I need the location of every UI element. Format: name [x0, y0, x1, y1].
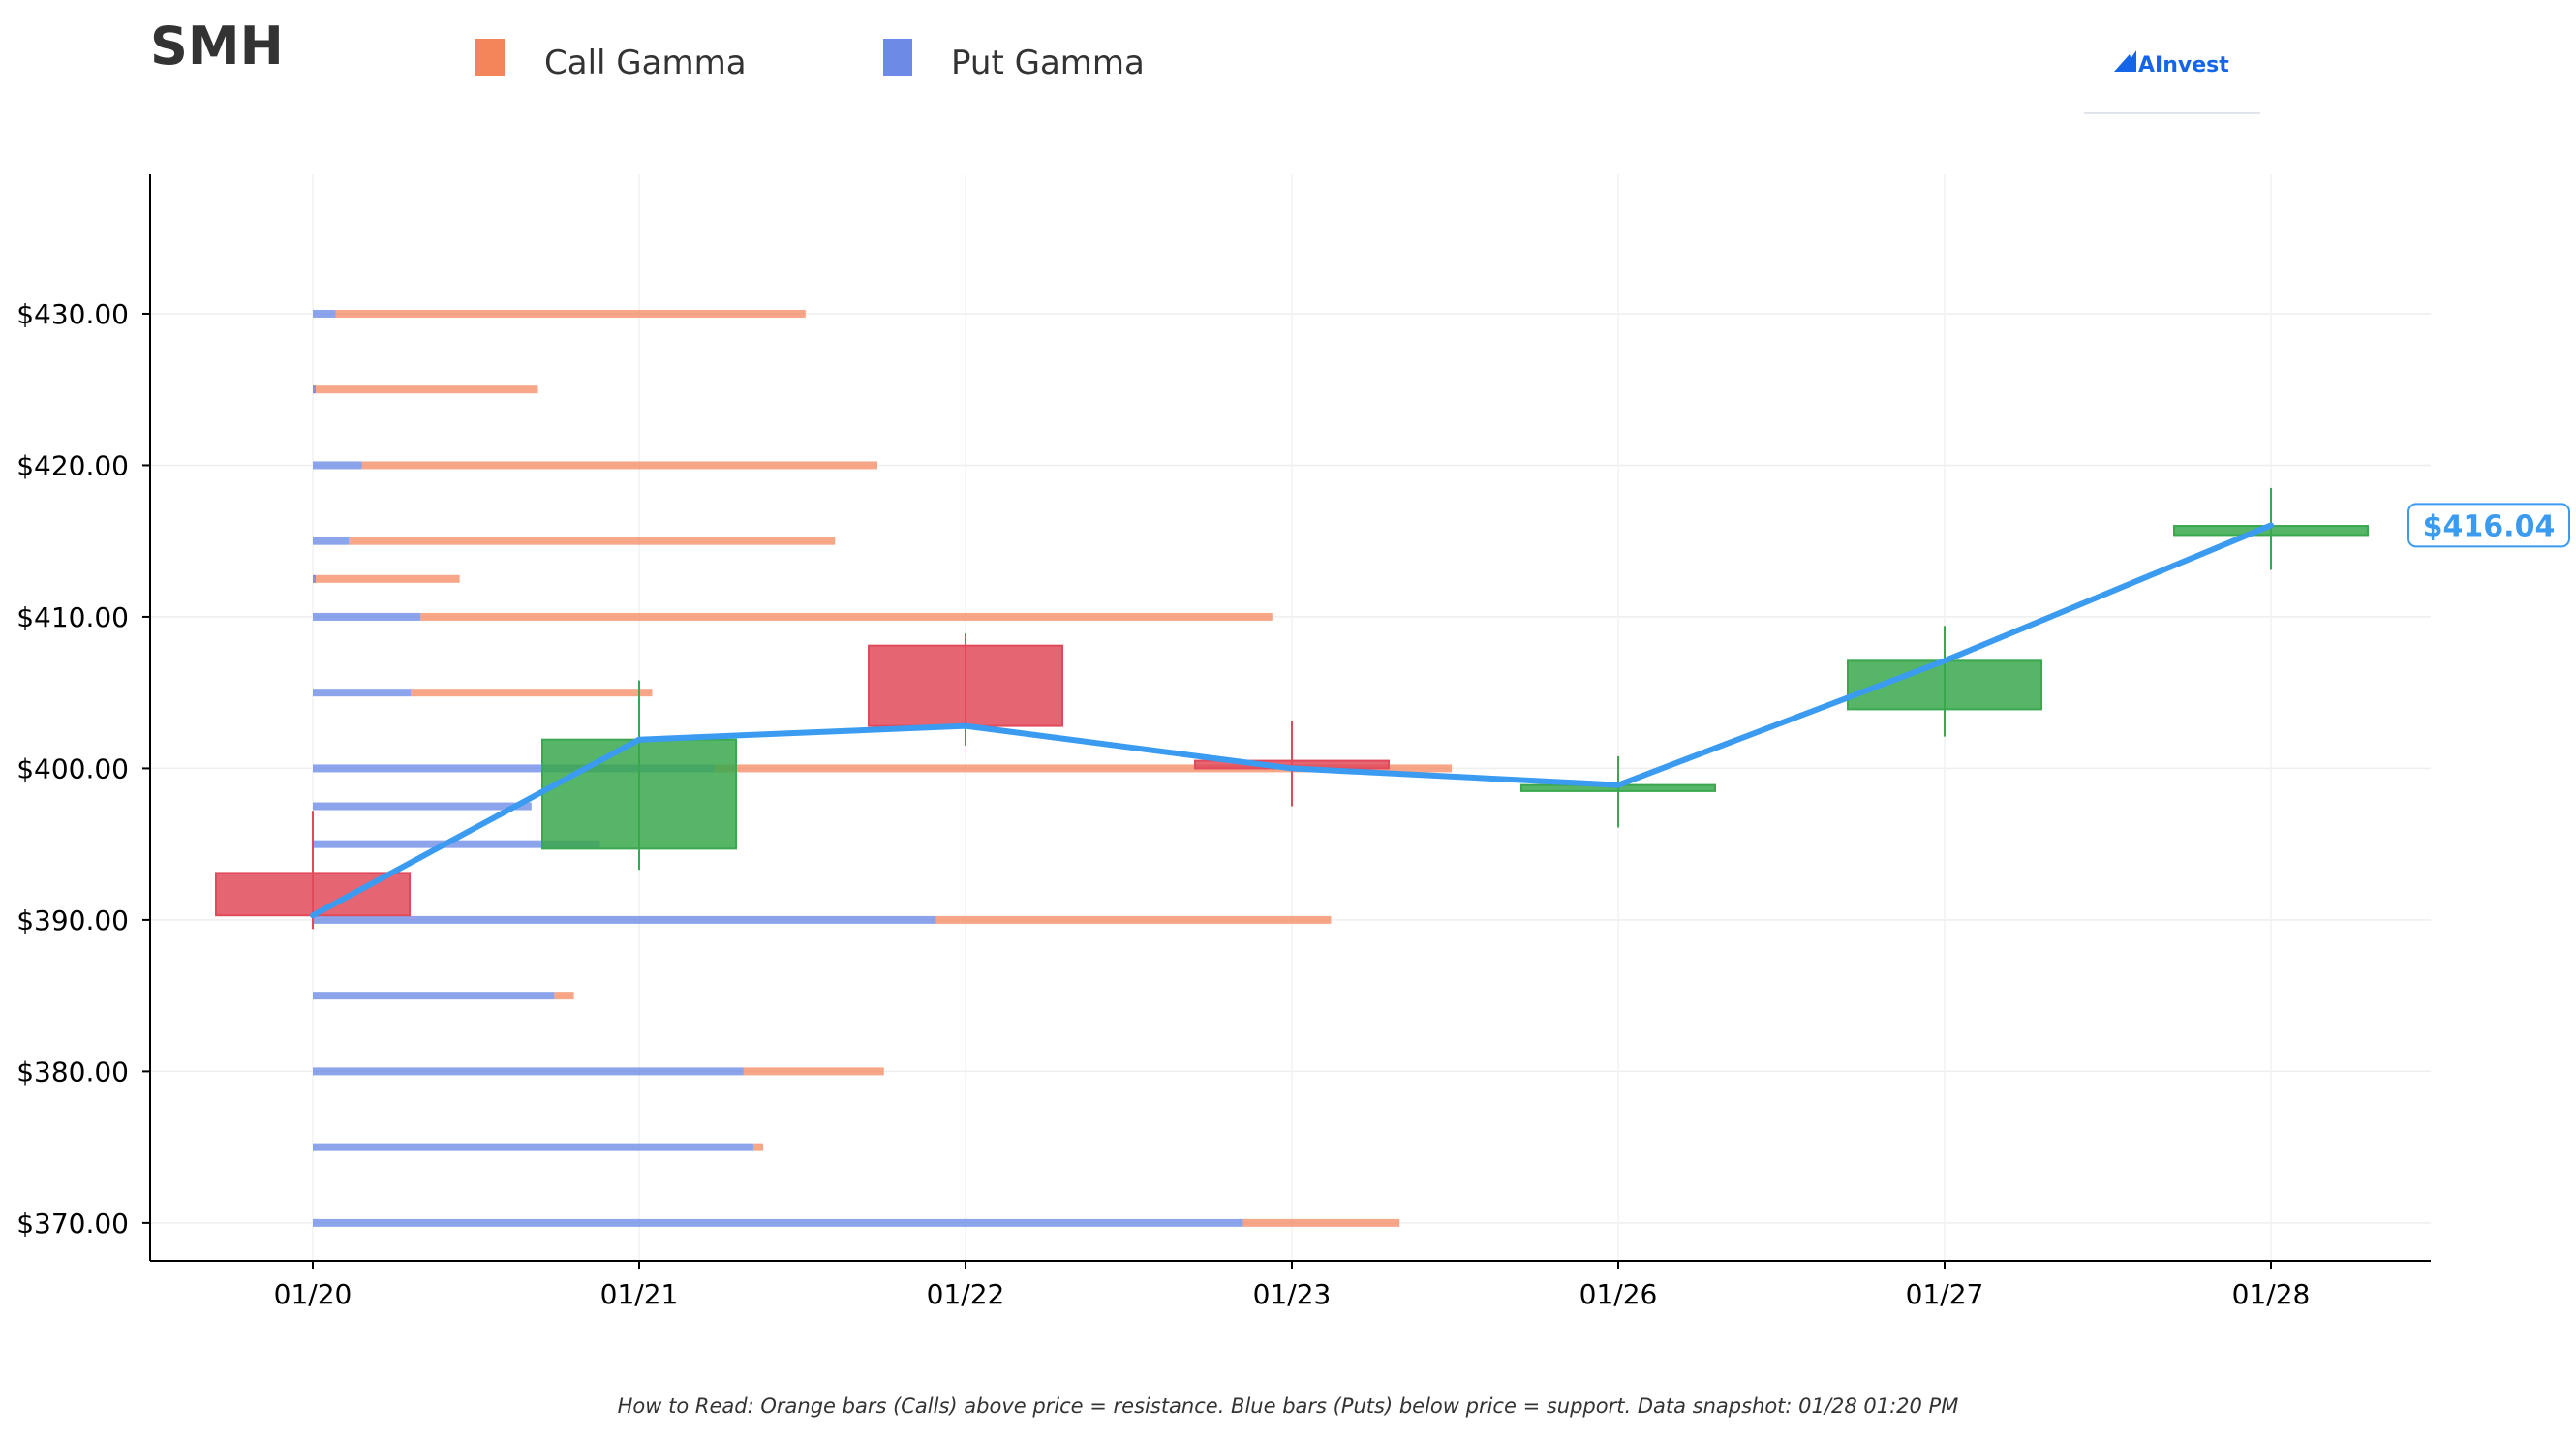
y-tick-label: $420.00	[16, 449, 129, 481]
brand-logo: AInvest	[2114, 50, 2229, 77]
legend-put-swatch	[883, 39, 912, 76]
put-gamma-bar	[313, 385, 316, 394]
price-label-group: $416.04	[2407, 503, 2570, 548]
put-gamma-bar	[313, 309, 336, 318]
call-gamma-bar	[554, 992, 574, 1000]
candle-body-down	[868, 644, 1063, 727]
call-gamma-bar	[714, 764, 1453, 773]
call-gamma-bar	[335, 309, 806, 318]
put-gamma-bar	[313, 802, 532, 811]
y-tick-label: $410.00	[16, 601, 129, 633]
x-tick-label: 01/22	[927, 1278, 1005, 1310]
call-gamma-bar	[420, 612, 1273, 621]
call-gamma-bar	[743, 1067, 884, 1076]
put-gamma-bar	[313, 537, 350, 545]
gamma-bars	[313, 309, 1453, 1227]
y-tick-label: $380.00	[16, 1056, 129, 1088]
put-gamma-bar	[313, 1218, 1243, 1227]
call-gamma-bar	[411, 689, 653, 697]
candle-body-up	[541, 738, 737, 850]
logo-mark-icon	[2114, 50, 2136, 72]
put-gamma-bar	[313, 840, 600, 848]
put-gamma-bar	[313, 612, 421, 621]
price-line	[310, 522, 2274, 919]
brand-name: AInvest	[2138, 53, 2229, 77]
legend-call-swatch	[475, 39, 505, 76]
y-tick-label: $370.00	[16, 1208, 129, 1240]
chart-title: SMH	[150, 15, 284, 77]
call-gamma-bar	[313, 574, 460, 583]
call-gamma-bar	[361, 461, 878, 470]
call-gamma-bar	[1242, 1218, 1400, 1227]
put-gamma-bar	[313, 574, 316, 583]
axes: $370.00 $380.00 $390.00 $400.00 $410.00 $420.…	[16, 174, 2431, 1310]
x-tick-label: 01/20	[274, 1278, 353, 1310]
how-to-read-footnote: How to Read: Orange bars (Calls) above p…	[617, 1395, 1959, 1418]
y-tick-label: $430.00	[16, 298, 129, 330]
call-gamma-bar	[752, 1143, 764, 1151]
call-gamma-bar	[313, 385, 538, 394]
price-line-group	[310, 522, 2274, 919]
y-tick-label: $400.00	[16, 752, 129, 784]
x-tick-label: 01/23	[1253, 1278, 1332, 1310]
put-gamma-bar	[313, 992, 555, 1000]
legend-put-label: Put Gamma	[951, 44, 1145, 82]
x-tick-label: 01/27	[1906, 1278, 1984, 1310]
put-gamma-bar	[313, 461, 362, 470]
put-gamma-bar	[313, 915, 936, 924]
logo-underline	[2084, 37, 2260, 114]
legend-call-label: Call Gamma	[544, 44, 747, 82]
y-tick-label: $390.00	[16, 904, 129, 936]
put-gamma-bar	[313, 1067, 744, 1076]
call-gamma-bar	[935, 915, 1332, 924]
put-gamma-bar	[313, 689, 412, 697]
x-tick-label: 01/26	[1579, 1278, 1658, 1310]
last-price-box	[2407, 503, 2570, 548]
put-gamma-bar	[313, 1143, 753, 1151]
call-gamma-bar	[349, 537, 836, 545]
last-price-label: $416.04	[2423, 509, 2556, 543]
grid-lines	[150, 174, 2431, 1261]
x-tick-label: 01/21	[600, 1278, 679, 1310]
x-tick-label: 01/28	[2232, 1278, 2311, 1310]
put-gamma-bar	[313, 764, 715, 773]
